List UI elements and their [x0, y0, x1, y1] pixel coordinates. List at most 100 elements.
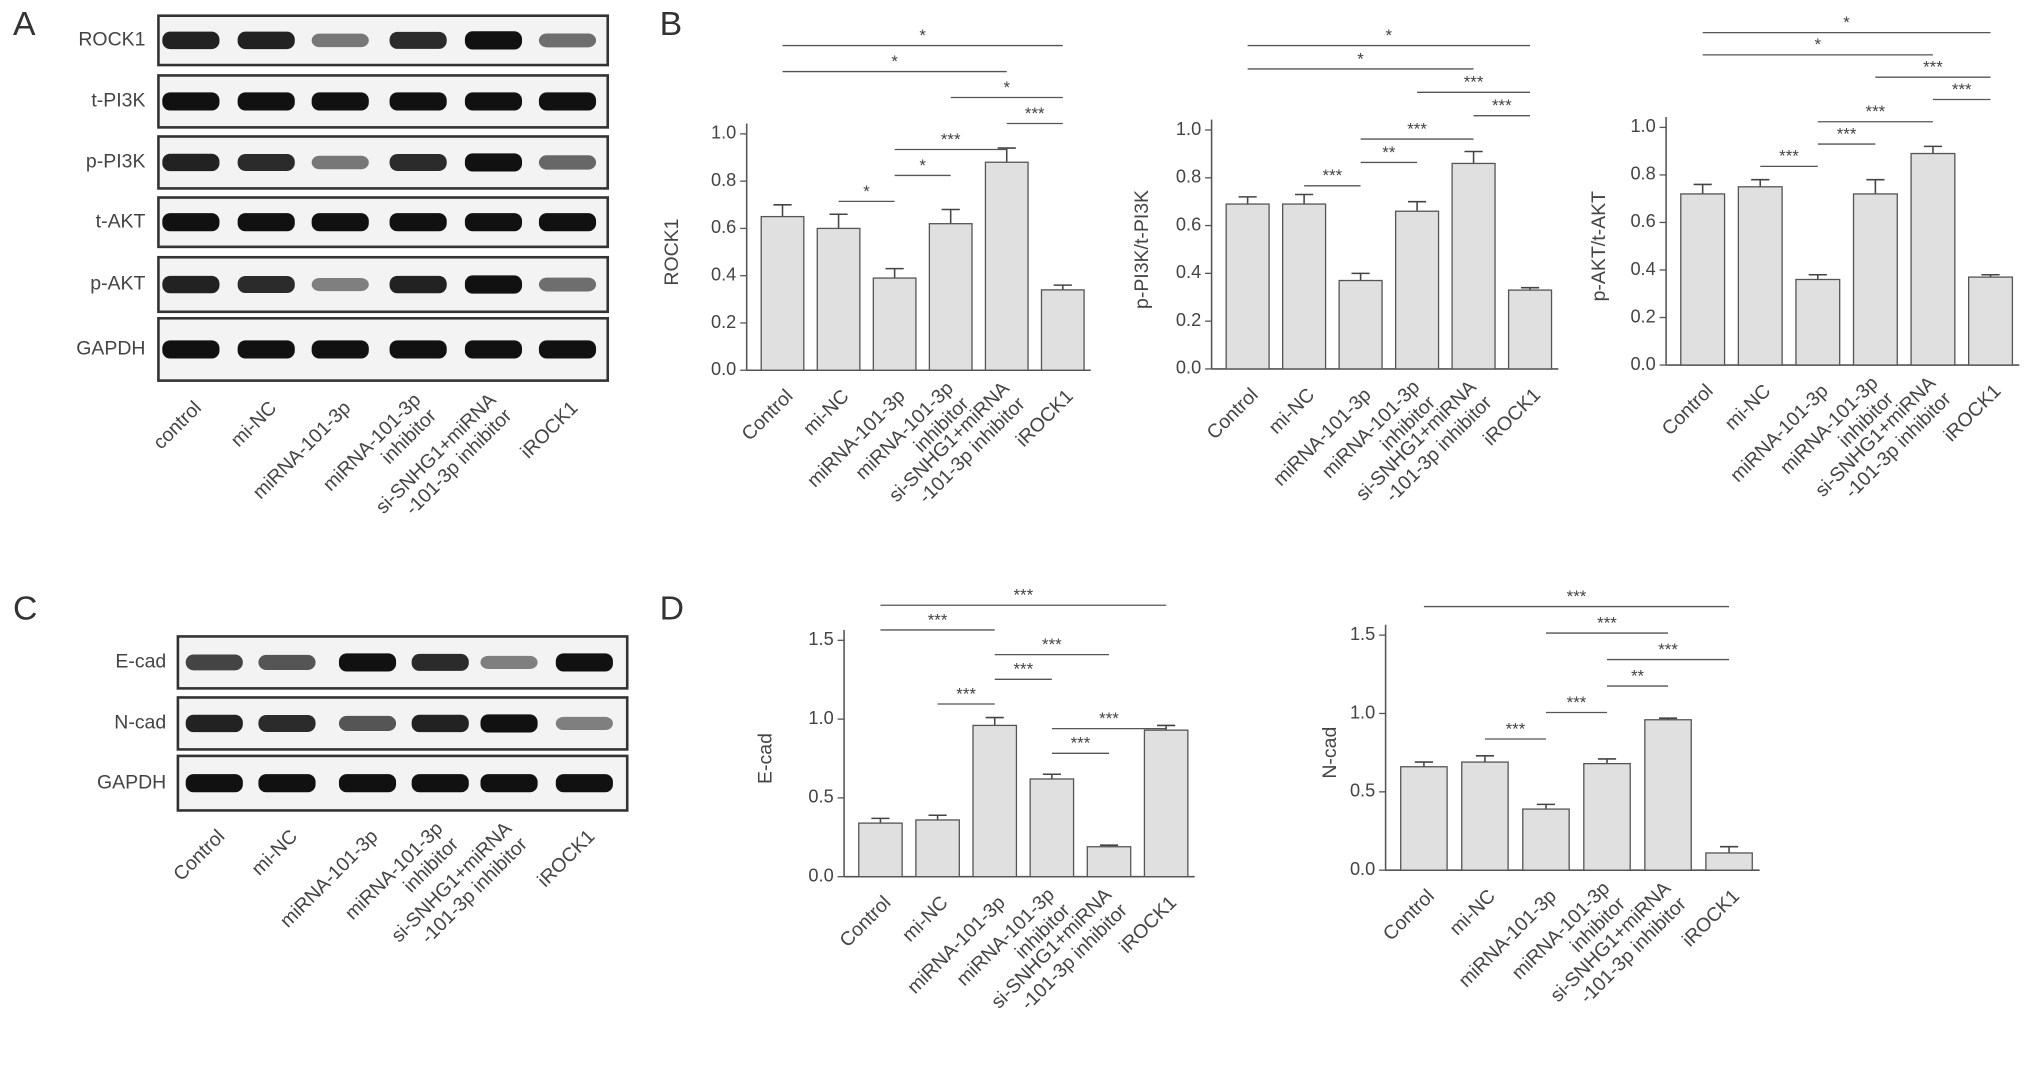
blot-row-label: t-AKT	[96, 210, 146, 232]
significance-label: *	[1003, 78, 1010, 97]
blot-band	[311, 277, 369, 292]
significance-label: ***	[1323, 166, 1343, 185]
x-tick-label: iROCK1	[533, 825, 599, 891]
significance-label: ***	[1099, 709, 1119, 728]
significance-label: ***	[1597, 613, 1617, 632]
x-tick-label: iROCK1	[1479, 384, 1545, 450]
y-tick-label: 0.4	[1630, 259, 1655, 279]
significance-label: ***	[1042, 635, 1062, 654]
significance-label: **	[1382, 143, 1396, 162]
blot-band	[411, 714, 469, 733]
blot-band	[538, 213, 597, 232]
significance-label: ***	[1779, 147, 1799, 166]
bar	[1338, 279, 1383, 370]
significance-label: ***	[1407, 119, 1427, 138]
blot-band	[555, 774, 613, 793]
y-tick-label: 0.8	[1630, 164, 1655, 184]
blot-row-label: p-AKT	[90, 273, 145, 295]
x-tick-label: iROCK1	[1678, 885, 1744, 951]
blot-band	[237, 340, 295, 359]
bar	[1705, 852, 1753, 871]
blot-row-label: E-cad	[115, 651, 166, 673]
significance-label: ***	[1492, 96, 1512, 115]
blot-panel	[157, 135, 610, 190]
bar	[1040, 289, 1085, 371]
blot-band	[389, 275, 447, 294]
panel-letter: B	[660, 5, 683, 43]
significance-label: *	[919, 156, 926, 175]
x-tick-label: mi-NC	[1445, 885, 1500, 940]
blot-band	[464, 340, 523, 359]
bar	[1910, 152, 1956, 366]
blot-panel	[157, 316, 610, 382]
significance-label: *	[919, 26, 926, 45]
bar	[1029, 778, 1075, 878]
bar	[1852, 193, 1898, 366]
y-tick-label: 0.8	[1176, 167, 1201, 187]
significance-label: ***	[1658, 640, 1678, 659]
bar	[915, 819, 960, 878]
blot-band	[538, 277, 597, 292]
y-axis-label: ROCK1	[661, 219, 683, 286]
significance-label: ***	[1025, 104, 1045, 123]
significance-label: *	[1843, 13, 1850, 32]
blot-band	[555, 716, 613, 731]
significance-label: ***	[1837, 124, 1857, 143]
y-tick-label: 0.2	[1630, 306, 1655, 326]
blot-panel	[176, 635, 629, 690]
blot-band	[338, 774, 397, 793]
bar	[1968, 276, 2014, 366]
bar	[1507, 289, 1553, 370]
panel-letter: A	[13, 5, 36, 43]
blot-row-label: t-PI3K	[91, 90, 145, 112]
blot-band	[185, 714, 243, 733]
y-tick-label: 1.0	[1630, 116, 1655, 136]
panel-letter: C	[13, 589, 37, 627]
y-tick-label: 1.0	[808, 708, 833, 728]
x-tick-label: iROCK1	[1939, 380, 2005, 446]
y-tick-label: 0.0	[711, 359, 736, 379]
blot-band	[311, 155, 369, 170]
significance-label: *	[1386, 26, 1393, 45]
significance-label: *	[1357, 49, 1364, 68]
bar	[1394, 210, 1440, 370]
y-tick-label: 1.0	[1350, 702, 1375, 722]
bar	[760, 215, 805, 371]
y-tick-label: 1.0	[711, 123, 736, 143]
blot-panel	[176, 754, 629, 812]
y-axis-label: p-AKT/t-AKT	[1588, 191, 1610, 301]
bar	[1086, 846, 1132, 878]
significance-label: ***	[1071, 734, 1091, 753]
blot-row-label: GAPDH	[76, 338, 145, 360]
x-tick-label: Control	[1203, 384, 1263, 444]
bar	[1451, 162, 1496, 370]
blot-band	[480, 714, 538, 733]
blot-band	[389, 31, 447, 49]
x-tick-label: mi-NC	[227, 397, 282, 452]
blot-band	[311, 92, 369, 111]
blot-panel	[157, 196, 610, 249]
blot-band	[538, 340, 597, 359]
significance-label: ***	[1464, 73, 1484, 92]
x-tick-label: mi-NC	[799, 385, 854, 440]
y-tick-label: 0.5	[1350, 781, 1375, 801]
blot-band	[162, 213, 220, 232]
blot-band	[411, 774, 469, 793]
x-tick-label: Control	[738, 385, 798, 445]
blot-band	[464, 31, 523, 50]
y-tick-label: 0.2	[711, 312, 736, 332]
bar	[984, 161, 1029, 371]
blot-band	[162, 275, 220, 294]
blot-band	[411, 653, 469, 671]
significance-label: ***	[1866, 102, 1886, 121]
y-tick-label: 1.0	[1176, 119, 1201, 139]
blot-band	[311, 213, 369, 232]
blot-band	[162, 153, 220, 172]
blot-band	[480, 655, 538, 669]
blot-band	[338, 653, 397, 672]
significance-label: ***	[941, 130, 961, 149]
x-tick-label: Control	[1379, 885, 1439, 945]
blot-band	[185, 654, 243, 671]
